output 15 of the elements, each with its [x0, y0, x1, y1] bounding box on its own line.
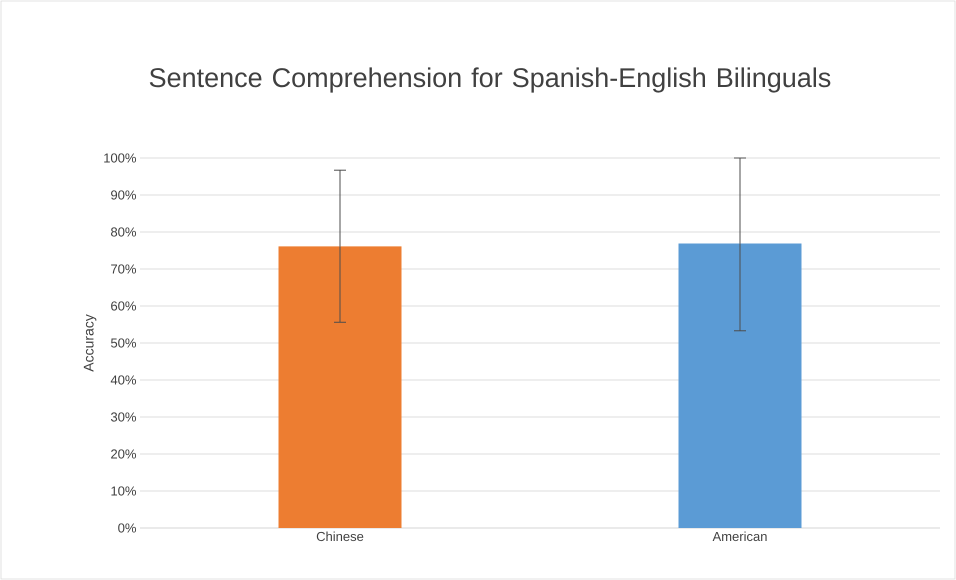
y-tick-label: 100%: [104, 153, 136, 163]
chart-title: Sentence Comprehension for Spanish-English Bilinguals: [150, 67, 830, 93]
x-tick-label: American: [712, 532, 767, 542]
y-tick-label: 70%: [111, 264, 136, 274]
y-tick-label: 20%: [111, 449, 136, 459]
y-tick-label: 60%: [111, 301, 136, 311]
y-axis-title: Accuracy: [84, 314, 96, 372]
y-tick-label: 40%: [110, 375, 136, 385]
y-tick-label: 80%: [111, 227, 136, 237]
x-tick-label: Chinese: [316, 532, 364, 542]
y-tick-label: 0%: [118, 523, 136, 533]
y-tick-label: 10%: [111, 486, 136, 496]
y-tick-label: 50%: [110, 338, 136, 348]
y-tick-label: 90%: [111, 190, 136, 200]
y-tick-label: 30%: [110, 412, 136, 422]
